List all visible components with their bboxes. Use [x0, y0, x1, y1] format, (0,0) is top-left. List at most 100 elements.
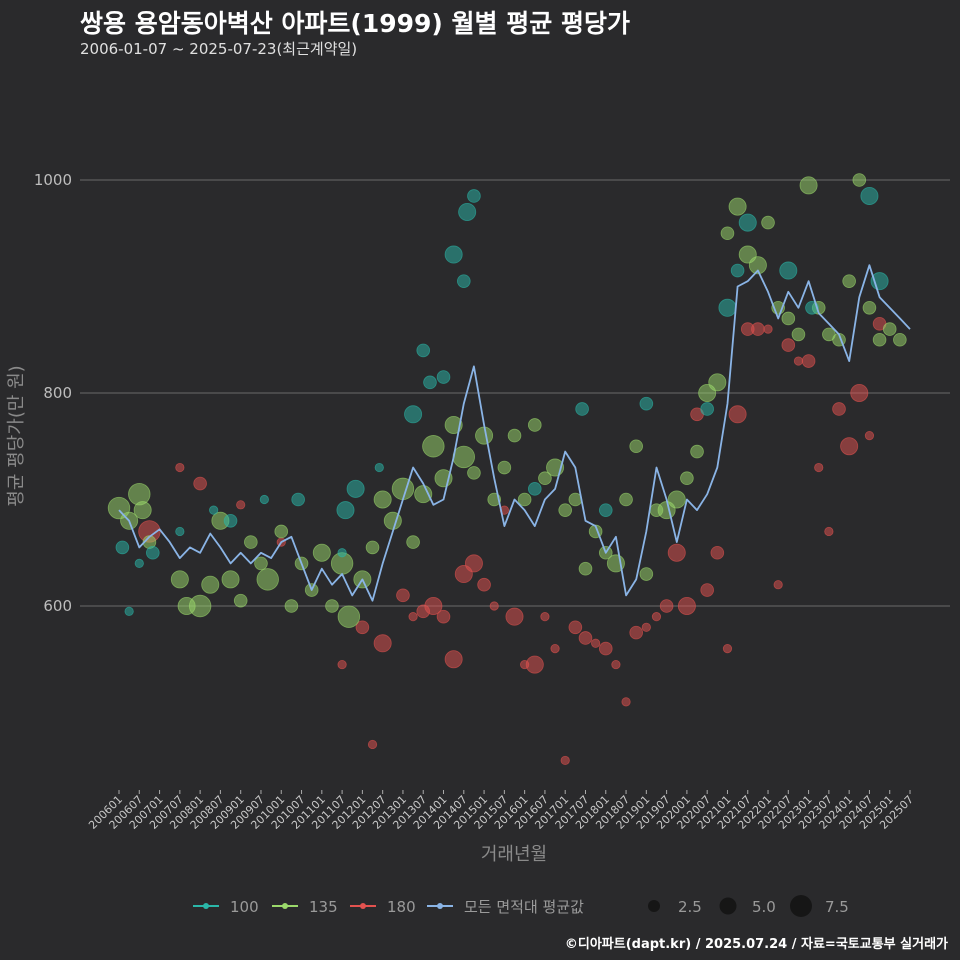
point-180-31 [621, 697, 631, 707]
point-180-53 [840, 437, 859, 456]
point-135-41 [538, 471, 552, 486]
point-135-12 [244, 535, 258, 549]
point-180-37 [677, 597, 696, 616]
point-135-7 [188, 594, 212, 618]
point-180-5 [337, 659, 347, 670]
legend-item-135[interactable]: 135 [272, 898, 338, 916]
point-135-22 [337, 605, 361, 628]
legend-dot-100 [203, 903, 209, 909]
legend-size-large: 7.5 [790, 895, 849, 917]
point-180-52 [832, 402, 846, 416]
legend-dot-135 [282, 903, 288, 909]
point-100-10 [336, 501, 355, 520]
point-180-13 [436, 609, 451, 624]
point-135-54 [667, 490, 686, 509]
point-100-18 [456, 274, 471, 288]
point-180-51 [824, 526, 834, 537]
point-135-67 [799, 176, 818, 195]
legend-size-medium: 5.0 [719, 897, 776, 916]
point-180-18 [489, 601, 499, 611]
point-180-6 [355, 620, 370, 635]
point-180-9 [396, 588, 410, 603]
point-135-11 [233, 593, 248, 608]
point-180-27 [578, 631, 593, 645]
point-180-12 [424, 597, 443, 616]
source-credit: ©디아파트(dapt.kr) / 2025.07.24 / 자료=국토교통부 실… [564, 937, 948, 952]
point-180-8 [373, 634, 392, 653]
point-180-54 [850, 383, 869, 402]
point-135-75 [882, 322, 897, 336]
point-135-13 [254, 556, 268, 571]
data-points [107, 173, 907, 766]
point-135-10 [221, 570, 240, 589]
point-135-33 [452, 445, 475, 469]
legend-size-circle-small [648, 900, 660, 912]
point-100-12 [374, 462, 384, 473]
point-135-74 [872, 332, 887, 347]
legend-dot-average [437, 903, 443, 909]
point-180-50 [814, 462, 824, 473]
point-100-25 [700, 402, 714, 416]
point-180-32 [629, 625, 643, 640]
point-180-16 [464, 554, 483, 573]
point-100-0 [115, 540, 130, 555]
point-100-27 [730, 263, 745, 278]
point-135-65 [781, 311, 796, 326]
point-100-3 [146, 545, 160, 560]
legend-item-180[interactable]: 180 [350, 898, 416, 916]
point-135-2 [128, 482, 151, 506]
legend-item-average[interactable]: 모든 면적대 평균값 [427, 898, 584, 916]
point-100-4 [175, 526, 185, 537]
point-100-1 [124, 606, 134, 616]
legend-label-100: 100 [230, 898, 259, 916]
legend-item-100[interactable]: 100 [193, 898, 259, 916]
point-180-17 [477, 577, 491, 592]
point-135-76 [893, 332, 907, 347]
point-180-47 [781, 338, 796, 352]
point-135-37 [497, 460, 512, 475]
point-100-26 [718, 298, 737, 317]
y-tick-label-600: 600 [43, 597, 72, 615]
point-100-23 [598, 503, 613, 517]
point-135-24 [365, 540, 380, 555]
point-180-14 [444, 650, 463, 669]
chart-subtitle: 2006-01-07 ~ 2025-07-23(최근계약일) [80, 40, 358, 58]
point-135-71 [842, 274, 856, 288]
point-135-20 [325, 599, 339, 613]
chart-title: 쌍용 용암동아벽산 아파트(1999) 월별 평균 평당가 [80, 9, 630, 38]
point-180-41 [722, 643, 733, 654]
point-135-15 [274, 524, 289, 539]
legend-label-135: 135 [309, 898, 338, 916]
x-axis-ticks: 2006012006072007012007072008012008072009… [86, 790, 916, 832]
point-135-49 [619, 492, 633, 507]
legend: 100 135 180 모든 면적대 평균값 2.5 5.0 7.5 [193, 895, 849, 917]
point-100-11 [346, 479, 365, 498]
point-135-66 [791, 327, 806, 342]
point-100-8 [291, 492, 305, 507]
point-135-16 [284, 599, 299, 613]
average-line-path [118, 264, 911, 602]
legend-size-circle-medium [719, 897, 737, 915]
point-100-19 [458, 202, 477, 221]
point-135-39 [517, 492, 532, 507]
point-135-50 [629, 439, 643, 454]
legend-size-small: 2.5 [648, 898, 702, 916]
point-100-31 [860, 186, 879, 205]
point-135-63 [761, 215, 775, 230]
point-180-30 [611, 659, 621, 670]
point-100-29 [779, 261, 798, 280]
point-100-16 [436, 370, 451, 384]
y-axis-ticks: 600 800 1000 [34, 171, 72, 615]
point-180-2 [193, 476, 207, 491]
point-135-72 [852, 173, 867, 187]
grid-lines [80, 179, 950, 607]
point-100-22 [575, 402, 589, 416]
point-180-29 [598, 641, 613, 656]
point-180-26 [568, 620, 583, 635]
point-135-45 [578, 561, 593, 576]
point-180-34 [651, 612, 662, 622]
point-180-55 [864, 430, 875, 441]
point-135-55 [680, 471, 694, 486]
point-135-8 [201, 575, 220, 594]
